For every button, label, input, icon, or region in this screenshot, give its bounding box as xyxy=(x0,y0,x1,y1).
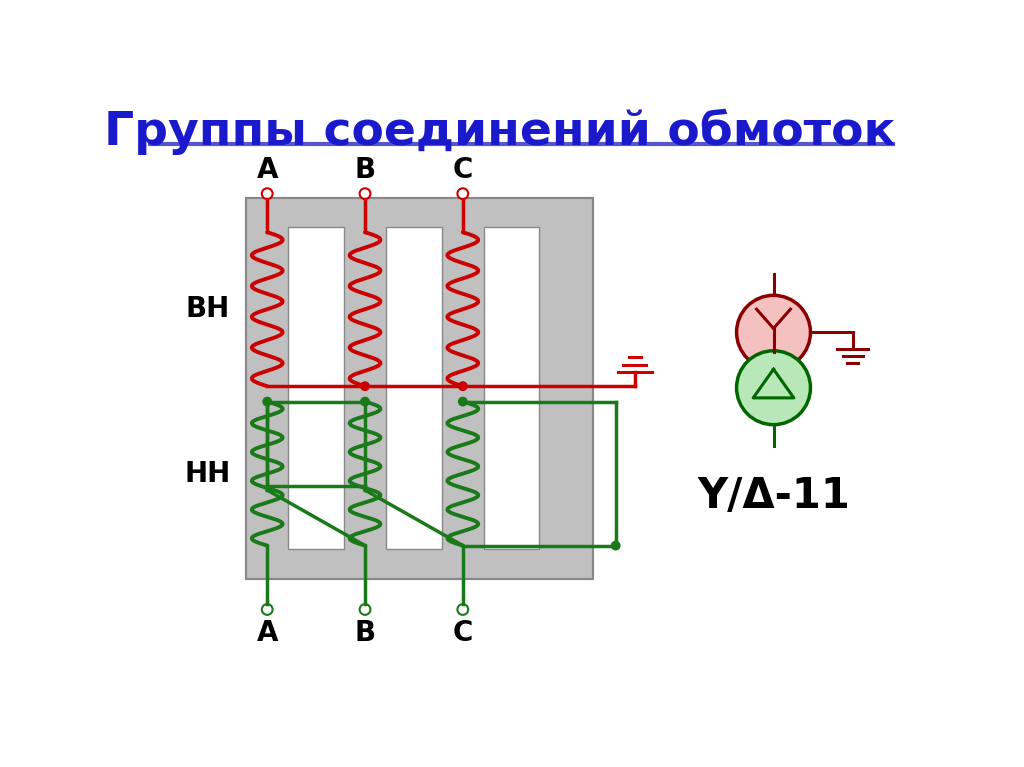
Bar xyxy=(246,198,593,578)
Circle shape xyxy=(458,604,468,615)
Bar xyxy=(289,227,344,549)
Bar xyxy=(246,198,593,578)
Circle shape xyxy=(736,295,810,369)
Bar xyxy=(484,227,540,549)
Circle shape xyxy=(262,188,272,199)
Text: B: B xyxy=(354,619,376,647)
Circle shape xyxy=(459,397,467,406)
Circle shape xyxy=(611,542,620,550)
Bar xyxy=(386,227,441,549)
Text: B: B xyxy=(354,156,376,184)
Circle shape xyxy=(360,382,370,390)
Text: C: C xyxy=(453,619,473,647)
Text: A: A xyxy=(256,156,278,184)
Text: Группы соединений обмоток: Группы соединений обмоток xyxy=(104,109,896,155)
Text: Y/Δ-11: Y/Δ-11 xyxy=(697,475,850,517)
Text: C: C xyxy=(453,156,473,184)
Circle shape xyxy=(262,604,272,615)
Circle shape xyxy=(359,188,371,199)
Circle shape xyxy=(263,397,271,406)
Bar xyxy=(484,227,540,549)
Circle shape xyxy=(736,351,810,425)
Circle shape xyxy=(458,188,468,199)
Text: НН: НН xyxy=(184,459,230,488)
Text: A: A xyxy=(256,619,278,647)
Text: ВН: ВН xyxy=(185,295,229,323)
Circle shape xyxy=(359,604,371,615)
Bar xyxy=(289,227,344,549)
Circle shape xyxy=(360,397,370,406)
Circle shape xyxy=(459,382,467,390)
Bar xyxy=(386,227,441,549)
